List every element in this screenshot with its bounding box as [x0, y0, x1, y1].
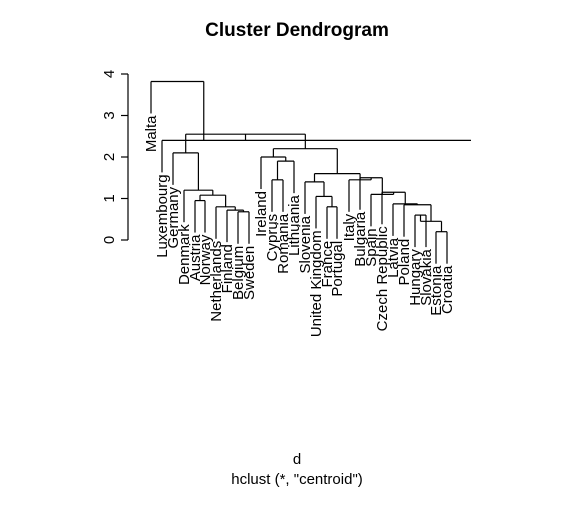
y-tick-label: 0: [101, 236, 118, 244]
leaf-label: Lithuania: [286, 194, 303, 256]
chart-subtitle: hclust (*, "centroid"): [231, 471, 363, 488]
y-tick-label: 2: [101, 153, 118, 161]
leaf-label: Malta: [143, 115, 160, 152]
leaf-label: Belgium: [230, 246, 247, 300]
leaf-label: Italy: [341, 213, 358, 241]
leaf-labels: Malta LuxembourgGermanyDenmarkAustriaNorw…: [143, 115, 456, 337]
leaf-label: Estonia: [428, 265, 445, 316]
chart-title: Cluster Dendrogram: [205, 20, 389, 41]
leaf-label: Slovenia: [297, 215, 314, 273]
leaf-label: Poland: [396, 239, 413, 286]
leaf-label: United Kingdom: [308, 230, 325, 337]
dendrogram-tree: [150, 80, 471, 264]
leaf-label: Denmark: [176, 224, 193, 285]
leaf-label: Luxembourg: [154, 174, 171, 257]
x-axis-label: d: [293, 451, 301, 468]
y-tick-label: 4: [101, 70, 118, 78]
leaf-label: Hungary: [407, 249, 424, 306]
leaf-label: Latvia: [385, 237, 402, 278]
leaf-label: Slovakia: [418, 248, 435, 305]
leaf-label: Bulgaria: [352, 211, 369, 267]
leaf-label: Croatia: [439, 265, 456, 314]
y-axis: 0 1 2 3 4: [101, 70, 129, 244]
leaf-label: Finland: [219, 244, 236, 293]
leaf-label: Germany: [165, 186, 182, 248]
leaf-label: Romania: [275, 213, 292, 274]
leaf-label: Portugal: [329, 241, 346, 297]
leaf-label: Norway: [197, 234, 214, 285]
leaf-label: Sweden: [241, 246, 258, 300]
y-tick-label: 3: [101, 111, 118, 119]
leaf-label: France: [319, 241, 336, 288]
leaf-label: Ireland: [253, 191, 270, 237]
leaf-label: Cyprus: [264, 214, 281, 262]
y-tick-label: 1: [101, 194, 118, 202]
leaf-label: Czech Republic: [374, 226, 391, 332]
leaf-label: Austria: [187, 234, 204, 281]
leaf-label: Spain: [363, 228, 380, 266]
leaf-label: Netherlands: [208, 241, 225, 322]
